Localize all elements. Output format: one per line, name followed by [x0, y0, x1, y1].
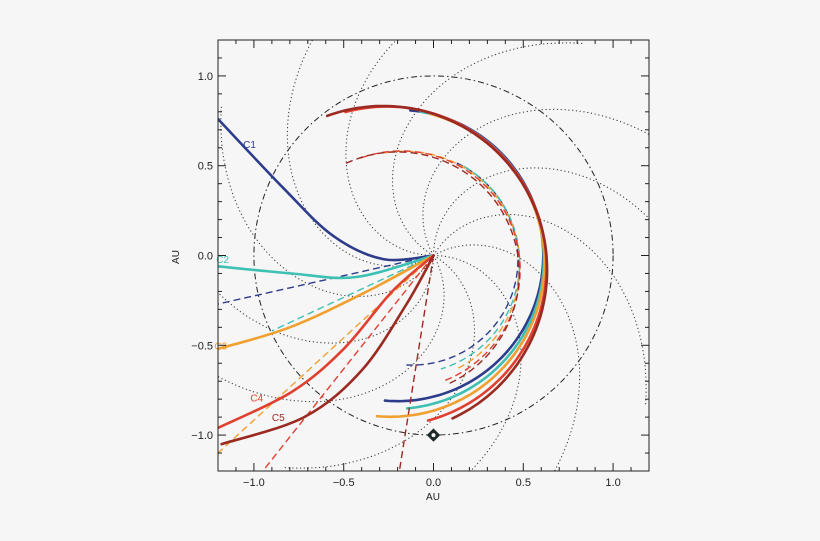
y-axis-label: AU — [171, 250, 182, 264]
reference-circle-layer — [253, 75, 614, 436]
spiral-line — [218, 255, 445, 403]
y-tick-label: 1.0 — [198, 71, 213, 83]
reference-circle — [253, 75, 614, 436]
connection-c1 — [218, 254, 434, 305]
marker-layer — [426, 428, 441, 442]
front-dashed-c1 — [406, 162, 519, 366]
spiral-line — [218, 255, 434, 344]
earth-diamond-icon — [426, 428, 441, 442]
spiral-line — [286, 40, 434, 267]
magnetic-line-c3 — [218, 254, 435, 351]
magnetic-line-c2 — [218, 254, 435, 280]
y-tick-label: 0.0 — [198, 251, 213, 263]
magnetic-line-c5 — [220, 254, 435, 446]
connection-c4 — [262, 255, 435, 471]
y-tick-label: −1.0 — [191, 430, 213, 442]
curve-label-c3: C3 — [214, 341, 227, 352]
magnetic-line-c4 — [218, 254, 435, 430]
front-solid-c5 — [325, 104, 549, 420]
connection-c5 — [398, 255, 435, 471]
spiral-line — [433, 167, 649, 256]
series-c5 — [220, 104, 549, 471]
curve-label-c2: C2 — [216, 255, 229, 266]
series-layer — [218, 104, 549, 471]
curve-label-layer: C1 C2 C3 C4 C5 — [214, 140, 285, 424]
spiral-line — [391, 42, 585, 256]
front-dashed-c2 — [440, 165, 521, 370]
x-tick-label: 1.0 — [605, 477, 620, 489]
y-tick-label: 0.5 — [198, 161, 213, 173]
spiral-line — [433, 255, 522, 471]
spiral-field-lines — [218, 40, 649, 471]
spiral-line — [220, 104, 434, 298]
y-tick-label: −0.5 — [191, 340, 213, 352]
x-tick-label: 0.5 — [516, 477, 531, 489]
spiral-line — [345, 40, 434, 256]
connection-c2 — [271, 254, 434, 332]
x-tick-label: 0.0 — [426, 477, 441, 489]
marker-dot — [431, 433, 436, 438]
magnetic-line-c1 — [218, 117, 435, 262]
curve-label-c1: C1 — [243, 140, 256, 151]
x-axis-label: AU — [426, 492, 440, 503]
axis-ticks: −1.0 −0.5 0.0 0.5 1.0 1.0 0.5 0.0 −0.5 −1.0 — [191, 39, 650, 489]
curve-label-c4: C4 — [250, 393, 263, 404]
x-tick-label: −1.0 — [243, 477, 265, 489]
connection-c3 — [218, 254, 434, 454]
curve-label-c5: C5 — [272, 413, 285, 424]
spiral-line — [433, 213, 647, 407]
front-dashed-c5 — [345, 151, 520, 385]
spiral-line — [282, 255, 476, 469]
front-dashed-c4 — [360, 150, 521, 383]
spiral-line — [422, 108, 649, 256]
x-tick-label: −0.5 — [333, 477, 355, 489]
spiral-line — [433, 244, 581, 471]
